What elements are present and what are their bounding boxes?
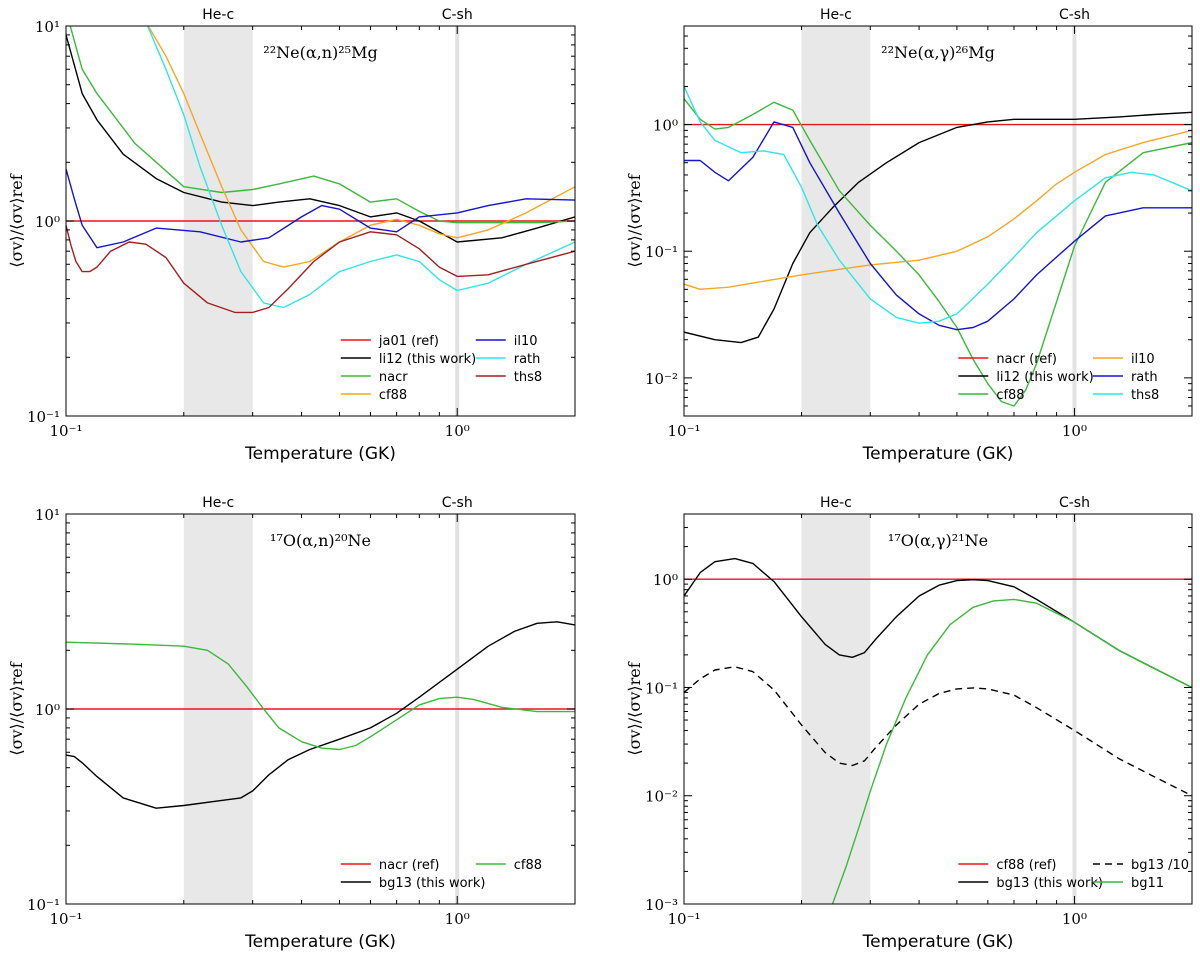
y-tick-label: 10⁰ xyxy=(35,701,60,719)
vline-label: C-sh xyxy=(1059,7,1090,23)
reaction-title: ²²Ne(α,γ)²⁶Mg xyxy=(881,43,995,62)
vline-label: C-sh xyxy=(1059,495,1090,511)
legend-entry: cf88 (ref) xyxy=(996,858,1056,873)
legend: cf88 (ref) bg13 (this work) bg13 /10 bg11 xyxy=(958,858,1189,891)
vline-label: C-sh xyxy=(442,495,473,511)
series-line-rath xyxy=(146,26,575,309)
x-axis-label: Temperature (GK) xyxy=(244,444,396,464)
legend-entry: cf88 xyxy=(996,388,1024,403)
series-line-bg13-this-work- xyxy=(684,557,1192,689)
c-sh-line xyxy=(1072,514,1077,904)
series-line-li12-this-work- xyxy=(66,34,575,243)
legend-entry: bg13 /10 xyxy=(1131,858,1189,873)
plot-frame xyxy=(683,513,1193,905)
reaction-title: ¹⁷O(α,n)²⁰Ne xyxy=(270,531,371,550)
legend-entry: bg13 (this work) xyxy=(379,876,486,891)
series-line-li12-this-work- xyxy=(684,111,1192,344)
y-tick-label: 10⁻¹ xyxy=(645,679,678,697)
x-axis-label: Temperature (GK) xyxy=(862,444,1014,464)
legend-entry: li12 (this work) xyxy=(996,370,1093,385)
legend: nacr (ref) bg13 (this work) cf88 xyxy=(340,858,542,891)
series-line-bg13-this-work- xyxy=(66,621,575,809)
x-tick-label: 10⁻¹ xyxy=(667,910,700,928)
series-line-ths8 xyxy=(66,225,575,314)
y-tick-label: 10⁻¹ xyxy=(27,896,60,914)
x-tick-label: 10⁰ xyxy=(1062,422,1087,440)
chart-panel-top-left: He-c C-sh 10⁻¹ 10⁰ 10¹ 10⁻¹ 10⁰ Temperature (GK… xyxy=(7,7,576,464)
he-c-band xyxy=(801,514,871,904)
legend: nacr (ref) li12 (this work) cf88 il10 rath th… xyxy=(958,352,1159,403)
series-line-cf88 xyxy=(147,26,575,268)
y-tick-label: 10¹ xyxy=(35,18,60,36)
chart-panel-bottom-right: He-c C-sh 10⁻³ 10⁻² 10⁻¹ 10⁰ 10⁻¹ 10⁰ Temperatur… xyxy=(625,495,1193,952)
series-group xyxy=(66,26,575,314)
legend-entry: nacr xyxy=(379,370,408,385)
y-tick-label: 10⁰ xyxy=(35,213,60,231)
reaction-title: ²²Ne(α,n)²⁵Mg xyxy=(263,43,377,62)
legend-entry: cf88 xyxy=(514,858,542,873)
legend-entry: il10 xyxy=(1131,352,1155,367)
legend-entry: nacr (ref) xyxy=(996,352,1057,367)
y-axis-label: ⟨σv⟩/⟨σv⟩ref xyxy=(625,173,644,267)
band-label: He-c xyxy=(820,495,852,511)
series-line-il10 xyxy=(684,129,1192,290)
series-line-bg11 xyxy=(831,598,1192,904)
series-group xyxy=(684,557,1192,904)
y-axis-label: ⟨σv⟩/⟨σv⟩ref xyxy=(7,173,26,267)
y-tick-label: 10⁻¹ xyxy=(645,243,678,261)
series-line-ths8 xyxy=(684,86,1192,324)
x-tick-label: 10⁻¹ xyxy=(49,422,82,440)
x-tick-label: 10⁰ xyxy=(445,910,470,928)
series-line-il10 xyxy=(66,168,575,249)
y-tick-label: 10⁰ xyxy=(653,117,678,135)
series-line-rath xyxy=(684,121,1192,331)
y-tick-label: 10⁻² xyxy=(645,370,678,388)
x-axis-label: Temperature (GK) xyxy=(862,932,1014,952)
y-axis-label: ⟨σv⟩/⟨σv⟩ref xyxy=(7,661,26,755)
y-tick-label: 10⁰ xyxy=(653,571,678,589)
c-sh-line xyxy=(1072,26,1077,416)
legend-entry: nacr (ref) xyxy=(379,858,440,873)
y-tick-label: 10⁻³ xyxy=(645,896,678,914)
legend-entry: ths8 xyxy=(514,370,542,385)
x-tick-label: 10⁻¹ xyxy=(667,422,700,440)
plot-frame xyxy=(683,25,1193,417)
series-group xyxy=(684,86,1192,407)
y-tick-label: 10⁻² xyxy=(645,788,678,806)
x-tick-label: 10⁰ xyxy=(445,422,470,440)
legend-entry: ja01 (ref) xyxy=(378,334,439,349)
y-axis-label: ⟨σv⟩/⟨σv⟩ref xyxy=(625,661,644,755)
vline-label: C-sh xyxy=(442,7,473,23)
legend-entry: ths8 xyxy=(1131,388,1159,403)
series-line-cf88 xyxy=(66,641,575,751)
series-line-nacr xyxy=(69,26,575,224)
series-group xyxy=(66,621,575,809)
legend-entry: bg11 xyxy=(1131,876,1164,891)
series-line-cf88 xyxy=(684,98,1192,407)
legend-entry: li12 (this work) xyxy=(379,352,476,367)
x-tick-label: 10⁰ xyxy=(1062,910,1087,928)
legend-entry: rath xyxy=(1131,370,1158,385)
band-label: He-c xyxy=(202,7,234,23)
y-tick-label: 10⁻¹ xyxy=(27,408,60,426)
x-tick-label: 10⁻¹ xyxy=(49,910,82,928)
chart-panel-bottom-left: He-c C-sh 10⁻¹ 10⁰ 10¹ 10⁻¹ 10⁰ Temperature (GK… xyxy=(7,495,576,952)
band-label: He-c xyxy=(202,495,234,511)
series-line-bg13-10 xyxy=(684,666,1192,797)
reaction-title: ¹⁷O(α,γ)²¹Ne xyxy=(888,531,988,550)
he-c-band xyxy=(801,26,871,416)
x-axis-label: Temperature (GK) xyxy=(244,932,396,952)
legend-entry: il10 xyxy=(514,334,538,349)
chart-panel-top-right: He-c C-sh 10⁻² 10⁻¹ 10⁰ 10⁻¹ 10⁰ Temperature (G… xyxy=(625,7,1193,464)
legend-entry: cf88 xyxy=(379,388,407,403)
legend-entry: rath xyxy=(514,352,541,367)
y-tick-label: 10¹ xyxy=(35,506,60,524)
band-label: He-c xyxy=(820,7,852,23)
legend-entry: bg13 (this work) xyxy=(996,876,1103,891)
legend: ja01 (ref) li12 (this work) nacr cf88 il10 ra… xyxy=(340,334,542,403)
